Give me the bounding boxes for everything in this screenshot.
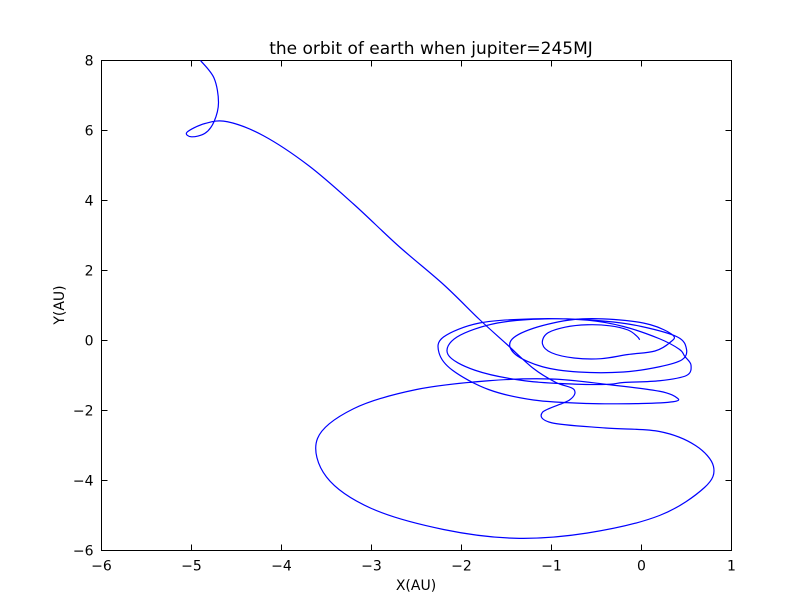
y-tick-label: 6 xyxy=(85,124,94,140)
x-axis: −6 −5 −4 −3 −2 −1 0 1 xyxy=(91,60,736,575)
x-tick-label: −1 xyxy=(541,559,562,575)
y-tick-label: 4 xyxy=(85,194,94,210)
y-tick-label: 2 xyxy=(85,264,94,280)
y-tick-label: 0 xyxy=(85,334,94,350)
x-tick-label: −5 xyxy=(181,559,202,575)
x-tick-label: −3 xyxy=(361,559,382,575)
y-tick-label: 8 xyxy=(85,54,94,70)
x-tick-label: 0 xyxy=(637,559,646,575)
y-tick-label: −6 xyxy=(73,544,94,560)
chart-title: the orbit of earth when jupiter=245MJ xyxy=(269,39,593,59)
plot-frame xyxy=(101,60,732,551)
y-axis-label: Y(AU) xyxy=(52,285,68,325)
x-tick-label: 1 xyxy=(727,559,736,575)
orbit-line xyxy=(185,60,715,539)
y-tick-label: −2 xyxy=(73,404,94,420)
x-tick-label: −2 xyxy=(451,559,472,575)
y-tick-label: −4 xyxy=(73,474,94,490)
x-axis-label: X(AU) xyxy=(396,578,436,594)
x-tick-label: −6 xyxy=(91,559,112,575)
y-axis: −6 −4 −2 0 2 4 6 8 xyxy=(73,54,732,560)
x-tick-label: −4 xyxy=(271,559,292,575)
